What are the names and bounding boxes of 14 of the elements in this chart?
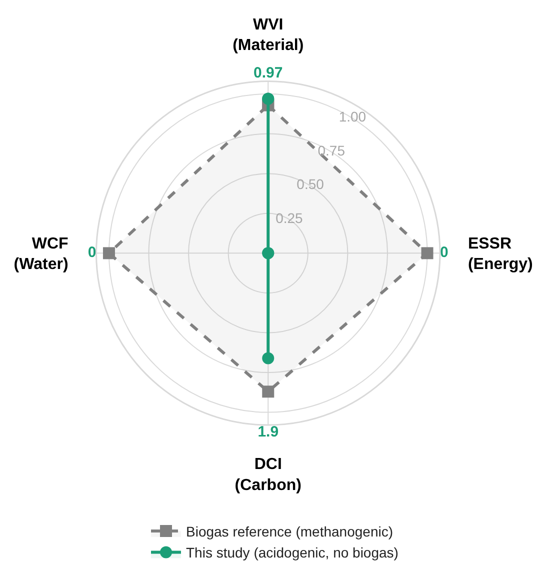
text: 1.9: [258, 423, 279, 440]
text: 0: [440, 244, 448, 261]
y-tick-label: 1.00: [338, 108, 366, 125]
text: 0: [88, 244, 96, 261]
legend-label: This study (acidogenic, no biogas): [186, 544, 398, 561]
spoke-label: WCF (Water): [14, 235, 69, 274]
text: 0.97: [254, 64, 283, 82]
y-tick-label: 0.50: [296, 176, 324, 192]
y-tick-label: 0.75: [318, 142, 346, 158]
spoke-label: ESSR (Energy): [468, 235, 533, 274]
y-tick-label: 0.25: [276, 210, 304, 226]
spoke-label: DCI (Carbon): [234, 456, 302, 494]
spoke-label: WVI (Material): [232, 16, 304, 54]
legend-label: Biogas reference (methanogenic): [186, 523, 394, 540]
